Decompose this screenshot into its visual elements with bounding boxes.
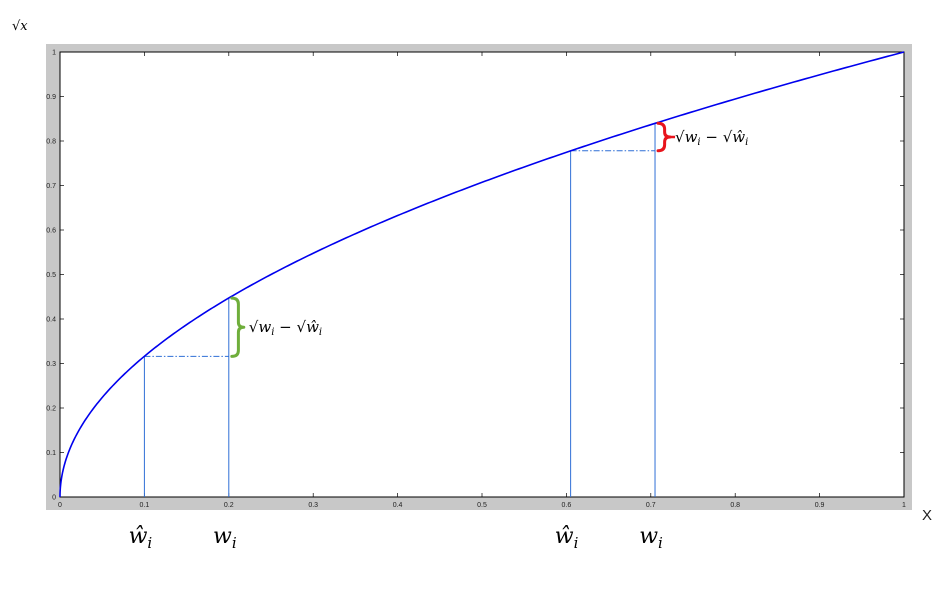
x-tick-label: 0.7 <box>646 502 656 509</box>
brace-label-part: ŵ <box>306 318 319 336</box>
point-label-subscript: i <box>232 534 237 552</box>
x-tick-label: 0.6 <box>562 502 572 509</box>
sqrt-curve-line <box>59 51 905 498</box>
point-label-subscript: i <box>574 534 579 552</box>
brace-label-part: w <box>258 318 271 336</box>
x-tick-label: 0.1 <box>140 502 150 509</box>
brace-label-part: i <box>271 327 274 338</box>
axes-box <box>59 51 905 498</box>
brace-label-part: i <box>697 137 700 148</box>
brace-label-part: ŵ <box>732 128 745 146</box>
y-tick-label: 1 <box>52 50 56 57</box>
brace-label-part: √ <box>297 318 307 336</box>
x-tick-label: 0.9 <box>815 502 825 509</box>
brace-label-part: i <box>745 137 748 148</box>
y-tick-label: 0.4 <box>46 317 56 324</box>
point-label-subscript: i <box>658 534 663 552</box>
point-label-subscript: i <box>147 534 152 552</box>
difference-braces: √wi − √ŵi√wi − √ŵi <box>230 121 748 358</box>
y-tick-label: 0 <box>52 495 56 502</box>
point-label-base: w <box>213 524 232 549</box>
y-axis-label: √x <box>12 19 28 34</box>
x-tick-label: 0.2 <box>224 502 234 509</box>
math-labels: ŵi wi ŵi wi <box>129 524 663 552</box>
y-tick-label: 0.7 <box>46 183 56 190</box>
brace-label-part: − <box>701 128 723 146</box>
point-label-base: ŵ <box>555 524 574 549</box>
brace-label: √wi − √ŵi <box>675 128 748 148</box>
brace-label-part: √ <box>249 318 259 336</box>
x-tick-label: 0.8 <box>730 502 740 509</box>
y-tick-label: 0.8 <box>46 139 56 146</box>
point-label-base: w <box>639 524 658 549</box>
point-label: ŵi <box>129 524 153 552</box>
x-tick-label: 0 <box>58 502 62 509</box>
guide-lines <box>143 123 656 497</box>
y-tick-label: 0.5 <box>46 272 56 279</box>
x-tick-label: 0.4 <box>393 502 403 509</box>
brace-label-part: √ <box>675 128 685 146</box>
y-tick-label: 0.1 <box>46 450 56 457</box>
x-tick-label: 1 <box>902 502 906 509</box>
brace-label-part: √ <box>723 128 733 146</box>
y-tick-label: 0.3 <box>46 361 56 368</box>
x-tick-label: 0.3 <box>308 502 318 509</box>
brace-label-part: i <box>319 327 322 338</box>
point-label: wi <box>639 524 663 552</box>
y-tick-label: 0.6 <box>46 228 56 235</box>
difference-brace <box>230 296 246 358</box>
y-tick-label: 0.9 <box>46 94 56 101</box>
sqrt-curve-series <box>59 51 905 498</box>
figure-frame <box>46 44 912 510</box>
brace-label-part: − <box>274 318 296 336</box>
x-tick-label: 0.5 <box>477 502 487 509</box>
brace-label-part: w <box>685 128 698 146</box>
y-tick-label: 0.2 <box>46 406 56 413</box>
brace-label: √wi − √ŵi <box>249 318 322 338</box>
x-axis-label: X <box>922 507 932 524</box>
axes: 0 0.1 0.2 0.3 0.4 0.5 0.6 0.7 0.8 0.9 1 0 0.1 0.2 0.3 0… <box>46 50 906 510</box>
point-label-base: ŵ <box>129 524 148 549</box>
point-label: ŵi <box>555 524 579 552</box>
point-label: wi <box>213 524 237 552</box>
